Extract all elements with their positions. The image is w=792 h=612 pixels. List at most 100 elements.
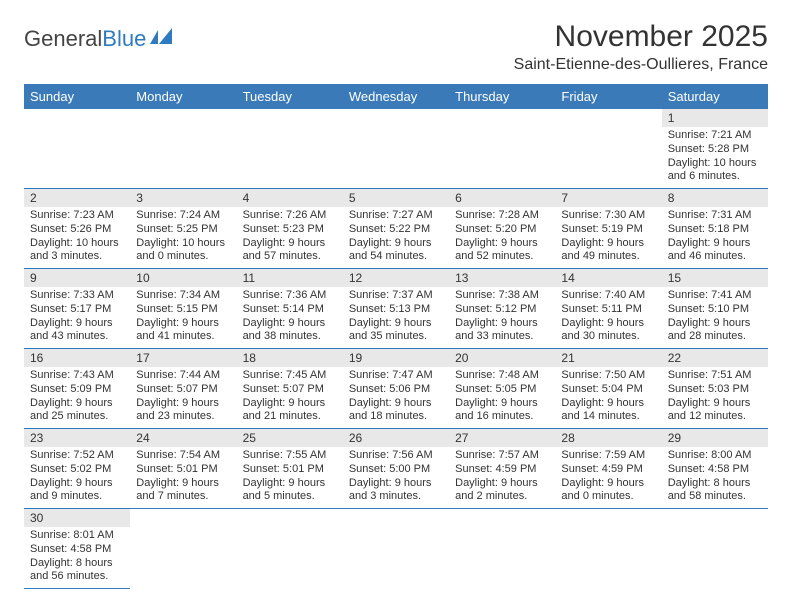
sunrise-text: Sunrise: 7:36 AM: [243, 289, 337, 303]
sunrise-text: Sunrise: 7:54 AM: [136, 449, 230, 463]
day-number: 29: [662, 429, 768, 447]
day-number: 17: [130, 349, 236, 367]
day-number: 5: [343, 189, 449, 207]
day-number: 8: [662, 189, 768, 207]
daylight-text: Daylight: 9 hours and 16 minutes.: [455, 397, 549, 425]
sunset-text: Sunset: 5:11 PM: [561, 303, 655, 317]
daylight-text: Daylight: 9 hours and 3 minutes.: [349, 477, 443, 505]
cell-body: Sunrise: 7:45 AMSunset: 5:07 PMDaylight:…: [237, 367, 343, 428]
daylight-text: Daylight: 9 hours and 33 minutes.: [455, 317, 549, 345]
calendar-cell: 5Sunrise: 7:27 AMSunset: 5:22 PMDaylight…: [343, 189, 449, 269]
daylight-text: Daylight: 9 hours and 25 minutes.: [30, 397, 124, 425]
daylight-text: Daylight: 9 hours and 49 minutes.: [561, 237, 655, 265]
sunset-text: Sunset: 5:03 PM: [668, 383, 762, 397]
calendar-cell: 1Sunrise: 7:21 AMSunset: 5:28 PMDaylight…: [662, 109, 768, 189]
day-number: 25: [237, 429, 343, 447]
calendar-row: 16Sunrise: 7:43 AMSunset: 5:09 PMDayligh…: [24, 349, 768, 429]
day-number: 14: [555, 269, 661, 287]
location-text: Saint-Etienne-des-Oullieres, France: [514, 56, 768, 74]
sunset-text: Sunset: 5:04 PM: [561, 383, 655, 397]
cell-body: Sunrise: 7:33 AMSunset: 5:17 PMDaylight:…: [24, 287, 130, 348]
daylight-text: Daylight: 9 hours and 12 minutes.: [668, 397, 762, 425]
sunset-text: Sunset: 4:58 PM: [30, 543, 124, 557]
sunset-text: Sunset: 5:22 PM: [349, 223, 443, 237]
sunrise-text: Sunrise: 7:50 AM: [561, 369, 655, 383]
day-number: 12: [343, 269, 449, 287]
sunrise-text: Sunrise: 7:59 AM: [561, 449, 655, 463]
daylight-text: Daylight: 8 hours and 58 minutes.: [668, 477, 762, 505]
sunrise-text: Sunrise: 7:23 AM: [30, 209, 124, 223]
daylight-text: Daylight: 10 hours and 6 minutes.: [668, 157, 762, 185]
daylight-text: Daylight: 9 hours and 18 minutes.: [349, 397, 443, 425]
sunset-text: Sunset: 5:01 PM: [136, 463, 230, 477]
daylight-text: Daylight: 9 hours and 9 minutes.: [30, 477, 124, 505]
calendar-cell: [24, 109, 130, 189]
sunset-text: Sunset: 5:00 PM: [349, 463, 443, 477]
sunset-text: Sunset: 5:25 PM: [136, 223, 230, 237]
daylight-text: Daylight: 9 hours and 54 minutes.: [349, 237, 443, 265]
daylight-text: Daylight: 9 hours and 30 minutes.: [561, 317, 655, 345]
sunset-text: Sunset: 5:06 PM: [349, 383, 443, 397]
sunrise-text: Sunrise: 7:57 AM: [455, 449, 549, 463]
cell-body: [449, 113, 555, 119]
calendar-cell: 15Sunrise: 7:41 AMSunset: 5:10 PMDayligh…: [662, 269, 768, 349]
sunrise-text: Sunrise: 7:56 AM: [349, 449, 443, 463]
sunrise-text: Sunrise: 7:21 AM: [668, 129, 762, 143]
sunset-text: Sunset: 5:12 PM: [455, 303, 549, 317]
calendar-cell: [449, 509, 555, 589]
daylight-text: Daylight: 9 hours and 41 minutes.: [136, 317, 230, 345]
calendar-body: 1Sunrise: 7:21 AMSunset: 5:28 PMDaylight…: [24, 109, 768, 589]
day-number: 22: [662, 349, 768, 367]
title-block: November 2025 Saint-Etienne-des-Oulliere…: [514, 20, 768, 74]
day-number: 23: [24, 429, 130, 447]
calendar-cell: 10Sunrise: 7:34 AMSunset: 5:15 PMDayligh…: [130, 269, 236, 349]
cell-body: [662, 513, 768, 519]
calendar-cell: [343, 109, 449, 189]
cell-body: [555, 113, 661, 119]
cell-body: Sunrise: 7:43 AMSunset: 5:09 PMDaylight:…: [24, 367, 130, 428]
cell-body: Sunrise: 7:44 AMSunset: 5:07 PMDaylight:…: [130, 367, 236, 428]
cell-body: [130, 113, 236, 119]
sunset-text: Sunset: 5:18 PM: [668, 223, 762, 237]
calendar-cell: 25Sunrise: 7:55 AMSunset: 5:01 PMDayligh…: [237, 429, 343, 509]
day-number: 20: [449, 349, 555, 367]
day-number: 4: [237, 189, 343, 207]
day-number: 6: [449, 189, 555, 207]
calendar-cell: [237, 109, 343, 189]
calendar-cell: [237, 509, 343, 589]
calendar-cell: [130, 509, 236, 589]
sunrise-text: Sunrise: 7:38 AM: [455, 289, 549, 303]
calendar-row: 23Sunrise: 7:52 AMSunset: 5:02 PMDayligh…: [24, 429, 768, 509]
daylight-text: Daylight: 9 hours and 14 minutes.: [561, 397, 655, 425]
day-header: Wednesday: [343, 84, 449, 109]
calendar-cell: [449, 109, 555, 189]
logo-text-a: General: [24, 26, 102, 52]
cell-body: [24, 113, 130, 119]
sunset-text: Sunset: 5:28 PM: [668, 143, 762, 157]
cell-body: Sunrise: 7:47 AMSunset: 5:06 PMDaylight:…: [343, 367, 449, 428]
sunset-text: Sunset: 4:59 PM: [561, 463, 655, 477]
day-number: 26: [343, 429, 449, 447]
calendar-cell: 18Sunrise: 7:45 AMSunset: 5:07 PMDayligh…: [237, 349, 343, 429]
sunrise-text: Sunrise: 7:45 AM: [243, 369, 337, 383]
day-number: 30: [24, 509, 130, 527]
sunrise-text: Sunrise: 7:44 AM: [136, 369, 230, 383]
cell-body: Sunrise: 7:56 AMSunset: 5:00 PMDaylight:…: [343, 447, 449, 508]
cell-body: Sunrise: 7:23 AMSunset: 5:26 PMDaylight:…: [24, 207, 130, 268]
calendar-cell: 16Sunrise: 7:43 AMSunset: 5:09 PMDayligh…: [24, 349, 130, 429]
calendar-cell: 9Sunrise: 7:33 AMSunset: 5:17 PMDaylight…: [24, 269, 130, 349]
sunrise-text: Sunrise: 7:48 AM: [455, 369, 549, 383]
daylight-text: Daylight: 9 hours and 57 minutes.: [243, 237, 337, 265]
calendar-row: 30Sunrise: 8:01 AMSunset: 4:58 PMDayligh…: [24, 509, 768, 589]
day-number: 15: [662, 269, 768, 287]
day-number: 18: [237, 349, 343, 367]
daylight-text: Daylight: 9 hours and 46 minutes.: [668, 237, 762, 265]
cell-body: [343, 513, 449, 519]
calendar-cell: [130, 109, 236, 189]
calendar-cell: 23Sunrise: 7:52 AMSunset: 5:02 PMDayligh…: [24, 429, 130, 509]
calendar-cell: 14Sunrise: 7:40 AMSunset: 5:11 PMDayligh…: [555, 269, 661, 349]
cell-body: Sunrise: 7:37 AMSunset: 5:13 PMDaylight:…: [343, 287, 449, 348]
calendar-cell: 6Sunrise: 7:28 AMSunset: 5:20 PMDaylight…: [449, 189, 555, 269]
month-title: November 2025: [514, 20, 768, 54]
daylight-text: Daylight: 9 hours and 0 minutes.: [561, 477, 655, 505]
